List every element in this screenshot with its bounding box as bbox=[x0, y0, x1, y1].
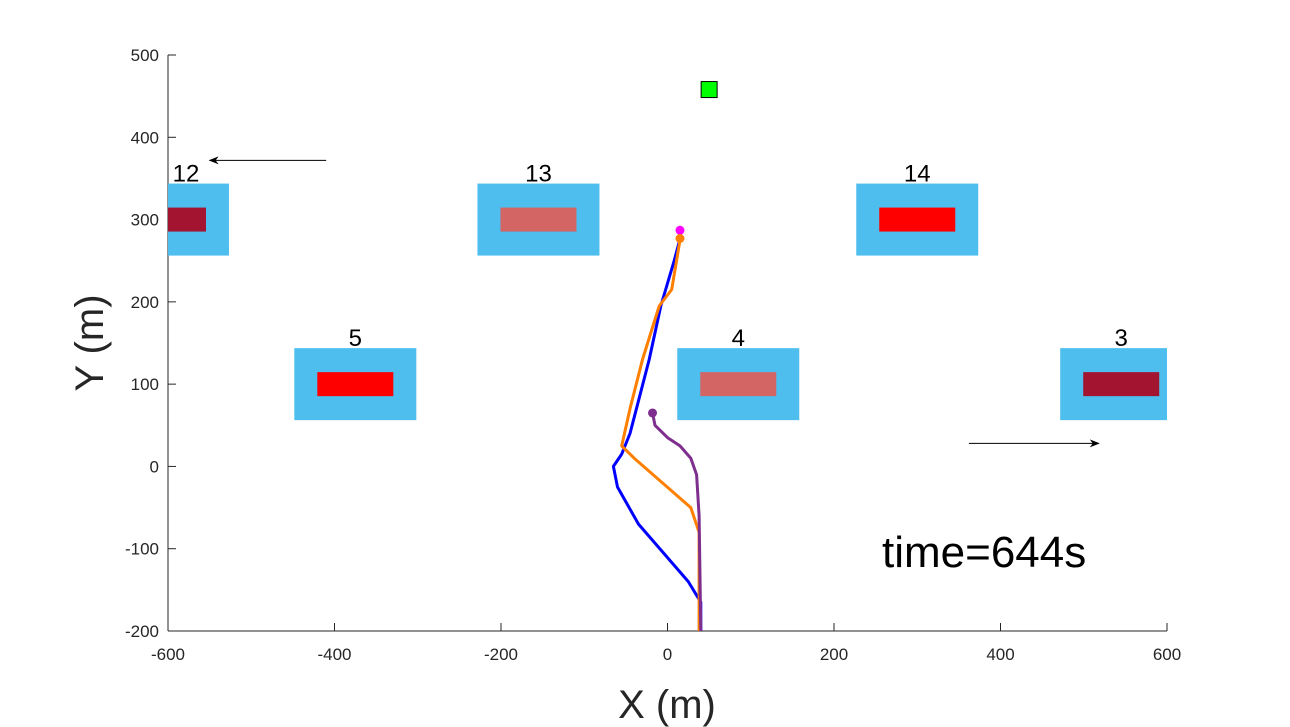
position-marker bbox=[675, 233, 685, 243]
x-ticks: -600 -400 -200 0 200 400 600 bbox=[151, 623, 1181, 664]
trajectory-line bbox=[651, 411, 703, 631]
y-tick-label: 300 bbox=[131, 211, 159, 230]
parked-vehicle bbox=[700, 372, 777, 397]
parked-vehicle bbox=[1083, 372, 1160, 397]
y-tick-label: -100 bbox=[125, 540, 159, 559]
markers bbox=[648, 81, 718, 418]
y-tick-label: 0 bbox=[150, 457, 159, 476]
parking-zones bbox=[168, 183, 1167, 421]
zone-label: 5 bbox=[349, 325, 362, 352]
x-tick-label: -400 bbox=[317, 645, 351, 664]
x-tick-label: 200 bbox=[820, 645, 848, 664]
x-tick-label: 600 bbox=[1153, 645, 1181, 664]
zone-label: 13 bbox=[525, 161, 552, 188]
y-tick-label: 100 bbox=[131, 375, 159, 394]
y-tick-label: 500 bbox=[131, 46, 159, 65]
x-tick-label: 0 bbox=[663, 645, 672, 664]
trajectories bbox=[611, 234, 703, 631]
zone-label: 4 bbox=[732, 325, 745, 352]
y-ticks: -200 -100 0 100 200 300 400 500 bbox=[125, 46, 176, 641]
x-tick-label: -600 bbox=[151, 645, 185, 664]
parked-vehicle bbox=[168, 207, 206, 232]
y-axis-title: Y (m) bbox=[68, 294, 112, 391]
x-tick-label: -200 bbox=[484, 645, 518, 664]
position-marker bbox=[648, 408, 658, 418]
y-tick-label: 200 bbox=[131, 293, 159, 312]
x-axis-title: X (m) bbox=[618, 683, 716, 727]
parked-vehicle bbox=[879, 207, 956, 232]
parked-vehicle bbox=[317, 372, 394, 397]
trajectory-line bbox=[611, 234, 703, 631]
goal-marker bbox=[700, 81, 718, 99]
x-tick-label: 400 bbox=[986, 645, 1014, 664]
parked-vehicle bbox=[500, 207, 577, 232]
y-tick-label: 400 bbox=[131, 128, 159, 147]
zone-label: 14 bbox=[904, 161, 931, 188]
time-annotation: time=644s bbox=[882, 528, 1086, 577]
zone-label: 12 bbox=[173, 161, 200, 188]
zone-label: 3 bbox=[1115, 325, 1128, 352]
direction-arrows bbox=[208, 156, 1100, 448]
zone-labels: 12 13 14 5 4 3 bbox=[173, 161, 1128, 353]
position-marker bbox=[675, 225, 685, 235]
trajectory-line bbox=[620, 238, 701, 631]
y-tick-label: -200 bbox=[125, 622, 159, 641]
